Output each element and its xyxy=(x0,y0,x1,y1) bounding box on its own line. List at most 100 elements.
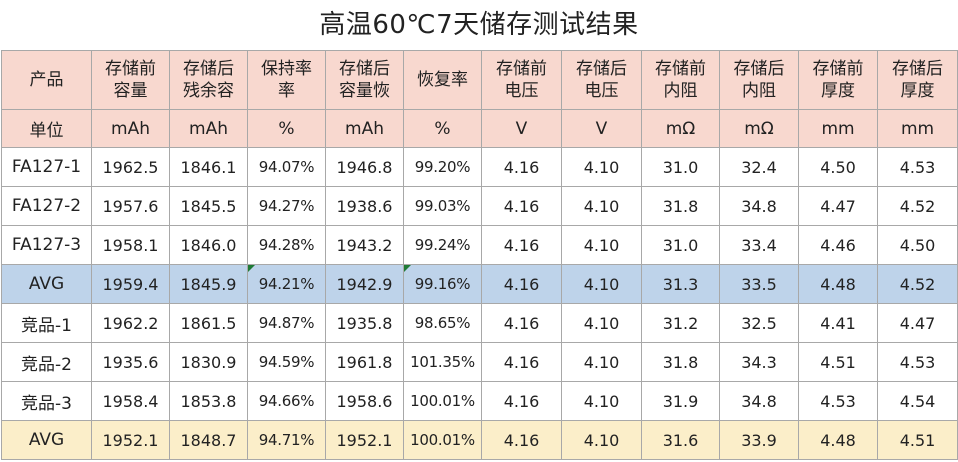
cell-cap-after: 1845.9 xyxy=(169,264,248,304)
cell-recover-cap: 1935.8 xyxy=(325,303,404,343)
cell-t-after: 4.52 xyxy=(877,264,958,304)
table-row: FA127-2 1957.6 1845.5 94.27% 1938.6 99.03% 4.1… xyxy=(1,186,958,226)
cell-v-after: 4.10 xyxy=(561,147,642,187)
cell-cap-after: 1861.5 xyxy=(169,303,248,343)
cell-v-before: 4.16 xyxy=(481,342,562,382)
cell-cap-before: 1958.4 xyxy=(91,381,170,421)
cell-product: 竞品-1 xyxy=(1,303,92,343)
cell-recovery: 99.03% xyxy=(403,186,482,226)
cell-t-before: 4.46 xyxy=(798,225,878,265)
header-v-before: 存储前 电压 xyxy=(481,50,562,110)
cell-t-before: 4.51 xyxy=(798,342,878,382)
cell-product: 竞品-2 xyxy=(1,342,92,382)
cell-retention: 94.87% xyxy=(247,303,326,343)
error-indicator-icon xyxy=(404,265,411,272)
cell-r-before: 31.0 xyxy=(641,147,720,187)
average-row: AVG 1959.4 1845.9 94.21% 1942.9 99.16% 4.16 4.1… xyxy=(1,264,958,304)
cell-retention: 94.21% xyxy=(247,264,326,304)
cell-t-after: 4.52 xyxy=(877,186,958,226)
cell-t-after: 4.50 xyxy=(877,225,958,265)
cell-recovery: 99.20% xyxy=(403,147,482,187)
header-recover-cap: 存储后 容量恢 xyxy=(325,50,404,110)
cell-product: AVG xyxy=(1,420,92,460)
cell-r-before: 31.3 xyxy=(641,264,720,304)
header-retention: 保持率率 xyxy=(247,50,326,110)
cell-cap-after: 1830.9 xyxy=(169,342,248,382)
cell-retention: 94.27% xyxy=(247,186,326,226)
unit-t-after: mm xyxy=(877,109,958,148)
table-row: 竞品-2 1935.6 1830.9 94.59% 1961.8 101.35% 4.16 4… xyxy=(1,342,958,382)
header-r-before: 存储前 内阻 xyxy=(641,50,720,110)
cell-product: FA127-2 xyxy=(1,186,92,226)
cell-r-before: 31.6 xyxy=(641,420,720,460)
header-v-after: 存储后 电压 xyxy=(561,50,642,110)
cell-recovery: 99.24% xyxy=(403,225,482,265)
header-t-after: 存储后 厚度 xyxy=(877,50,958,110)
unit-retention: % xyxy=(247,109,326,148)
cell-v-after: 4.10 xyxy=(561,186,642,226)
cell-cap-before: 1958.1 xyxy=(91,225,170,265)
cell-r-after: 34.8 xyxy=(719,381,799,421)
cell-t-before: 4.50 xyxy=(798,147,878,187)
cell-v-before: 4.16 xyxy=(481,225,562,265)
unit-cap-after: mAh xyxy=(169,109,248,148)
cell-v-after: 4.10 xyxy=(561,225,642,265)
cell-product: FA127-1 xyxy=(1,147,92,187)
cell-recovery: 100.01% xyxy=(403,381,482,421)
unit-t-before: mm xyxy=(798,109,878,148)
cell-retention: 94.28% xyxy=(247,225,326,265)
cell-product: 竞品-3 xyxy=(1,381,92,421)
cell-r-after: 32.5 xyxy=(719,303,799,343)
cell-product: FA127-3 xyxy=(1,225,92,265)
table-row: FA127-3 1958.1 1846.0 94.28% 1943.2 99.24% 4.1… xyxy=(1,225,958,265)
cell-r-before: 31.9 xyxy=(641,381,720,421)
cell-r-after: 34.3 xyxy=(719,342,799,382)
cell-t-before: 4.41 xyxy=(798,303,878,343)
average-row: AVG 1952.1 1848.7 94.71% 1952.1 100.01% 4.16 4.… xyxy=(1,420,958,460)
cell-v-before: 4.16 xyxy=(481,186,562,226)
unit-label: 单位 xyxy=(1,109,92,148)
cell-t-before: 4.53 xyxy=(798,381,878,421)
cell-recover-cap: 1958.6 xyxy=(325,381,404,421)
unit-cap-before: mAh xyxy=(91,109,170,148)
error-indicator-icon xyxy=(248,265,255,272)
cell-recovery: 100.01% xyxy=(403,420,482,460)
cell-cap-before: 1952.1 xyxy=(91,420,170,460)
cell-t-before: 4.48 xyxy=(798,420,878,460)
cell-retention: 94.71% xyxy=(247,420,326,460)
cell-cap-after: 1853.8 xyxy=(169,381,248,421)
table-row: 竞品-3 1958.4 1853.8 94.66% 1958.6 100.01% 4.16 4… xyxy=(1,381,958,421)
unit-recover-cap: mAh xyxy=(325,109,404,148)
cell-t-after: 4.47 xyxy=(877,303,958,343)
cell-v-before: 4.16 xyxy=(481,147,562,187)
cell-recover-cap: 1952.1 xyxy=(325,420,404,460)
cell-recover-cap: 1942.9 xyxy=(325,264,404,304)
cell-t-after: 4.53 xyxy=(877,147,958,187)
cell-t-after: 4.51 xyxy=(877,420,958,460)
cell-recover-cap: 1961.8 xyxy=(325,342,404,382)
cell-retention: 94.59% xyxy=(247,342,326,382)
cell-v-before: 4.16 xyxy=(481,381,562,421)
cell-v-before: 4.16 xyxy=(481,303,562,343)
cell-r-after: 32.4 xyxy=(719,147,799,187)
cell-r-before: 31.0 xyxy=(641,225,720,265)
header-t-before: 存储前 厚度 xyxy=(798,50,878,110)
cell-t-before: 4.47 xyxy=(798,186,878,226)
table-row: FA127-1 1962.5 1846.1 94.07% 1946.8 99.20% 4.1… xyxy=(1,147,958,187)
unit-r-after: mΩ xyxy=(719,109,799,148)
cell-recovery: 98.65% xyxy=(403,303,482,343)
header-cap-before: 存储前 容量 xyxy=(91,50,170,110)
cell-v-before: 4.16 xyxy=(481,420,562,460)
cell-recovery: 99.16% xyxy=(403,264,482,304)
cell-r-after: 33.9 xyxy=(719,420,799,460)
cell-recover-cap: 1943.2 xyxy=(325,225,404,265)
cell-product: AVG xyxy=(1,264,92,304)
cell-recovery: 101.35% xyxy=(403,342,482,382)
header-product: 产品 xyxy=(1,50,92,110)
cell-cap-before: 1935.6 xyxy=(91,342,170,382)
cell-r-after: 33.5 xyxy=(719,264,799,304)
cell-recover-cap: 1946.8 xyxy=(325,147,404,187)
unit-row: 单位 mAh mAh % mAh % V V mΩ mΩ mm mm xyxy=(1,109,958,148)
cell-cap-before: 1957.6 xyxy=(91,186,170,226)
unit-v-before: V xyxy=(481,109,562,148)
